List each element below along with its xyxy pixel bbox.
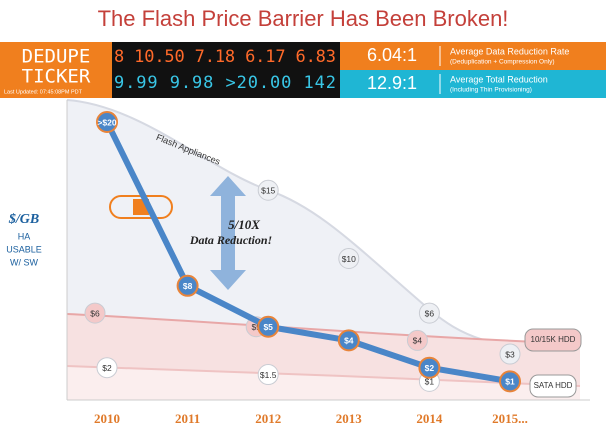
ticker-board (112, 42, 340, 98)
ticker-name: DEDUPE (22, 46, 91, 68)
y-label: W/ SW (10, 257, 38, 267)
ticker-row: 8 10.50 7.18 6.17 6.83 (114, 47, 336, 67)
data-point (96, 357, 118, 379)
value-label: $5 (251, 322, 261, 332)
x-tick-label: 2012 (255, 411, 281, 426)
data-point (257, 315, 280, 338)
data-point (84, 302, 106, 324)
ticker-brand (0, 42, 112, 98)
y-label: $/GB (8, 212, 39, 227)
data-point (406, 329, 428, 351)
ticker-updated: Last Updated: 07:45:08PM PDT (4, 89, 83, 95)
metric-panel (340, 70, 606, 98)
annotation: Data Reduction! (189, 233, 272, 247)
value-label: $2 (102, 363, 112, 373)
value-label: $6 (425, 308, 435, 318)
metric-note: (Including Thin Provisioning) (450, 87, 532, 94)
data-point (418, 302, 440, 324)
value-label: $1 (505, 377, 515, 387)
value-label: $6 (90, 308, 100, 318)
x-tick-label: 2013 (336, 411, 363, 426)
data-point (257, 364, 279, 386)
series-label: 10/15K HDD (531, 335, 576, 344)
data-point (418, 356, 441, 379)
data-point (338, 248, 360, 269)
value-label: $2 (425, 363, 435, 373)
ticker-row: 9.99 9.98 >20.00 142 (114, 73, 336, 93)
y-label: USABLE (6, 244, 42, 254)
value-label: $4 (344, 336, 354, 346)
double-arrow (210, 176, 246, 290)
value-label: >$20 (97, 117, 116, 127)
sata-band (67, 366, 580, 400)
series-label: SATA HDD (534, 381, 573, 390)
metric-panel (340, 42, 606, 70)
x-tick-label: 2011 (175, 411, 200, 426)
value-label: $1.5 (260, 370, 277, 380)
data-point (96, 111, 118, 133)
value-label: $8 (183, 281, 193, 291)
series-label-box (524, 328, 582, 352)
series-label-box (529, 374, 577, 398)
value-label: $10 (342, 254, 356, 264)
value-label: $5 (263, 322, 273, 332)
data-point (499, 370, 521, 393)
annotation: 5/10X (228, 217, 260, 232)
metric-label: Average Data Reduction Rate (450, 46, 569, 56)
x-tick-label: 2015... (492, 411, 528, 426)
data-point (176, 274, 199, 297)
value-label: $15 (261, 186, 275, 196)
metric-value: 12.9:1 (367, 73, 417, 93)
value-label: $4 (413, 336, 423, 346)
metric-label: Average Total Reduction (450, 74, 548, 84)
x-tick-label: 2014 (416, 411, 443, 426)
y-label: HA (18, 231, 31, 241)
ticker-name: TICKER (22, 66, 91, 88)
metric-note: (Deduplication + Compression Only) (450, 59, 555, 66)
data-point (499, 343, 521, 365)
data-point (337, 329, 360, 352)
x-tick-label: 2010 (94, 411, 120, 426)
title: The Flash Price Barrier Has Been Broken! (98, 6, 509, 31)
value-label: $3 (505, 349, 515, 359)
data-point (257, 179, 279, 201)
value-label: $1 (425, 377, 435, 387)
price-line (104, 119, 513, 385)
appliance-edge (66, 99, 581, 353)
metric-value: 6.04:1 (367, 45, 417, 65)
